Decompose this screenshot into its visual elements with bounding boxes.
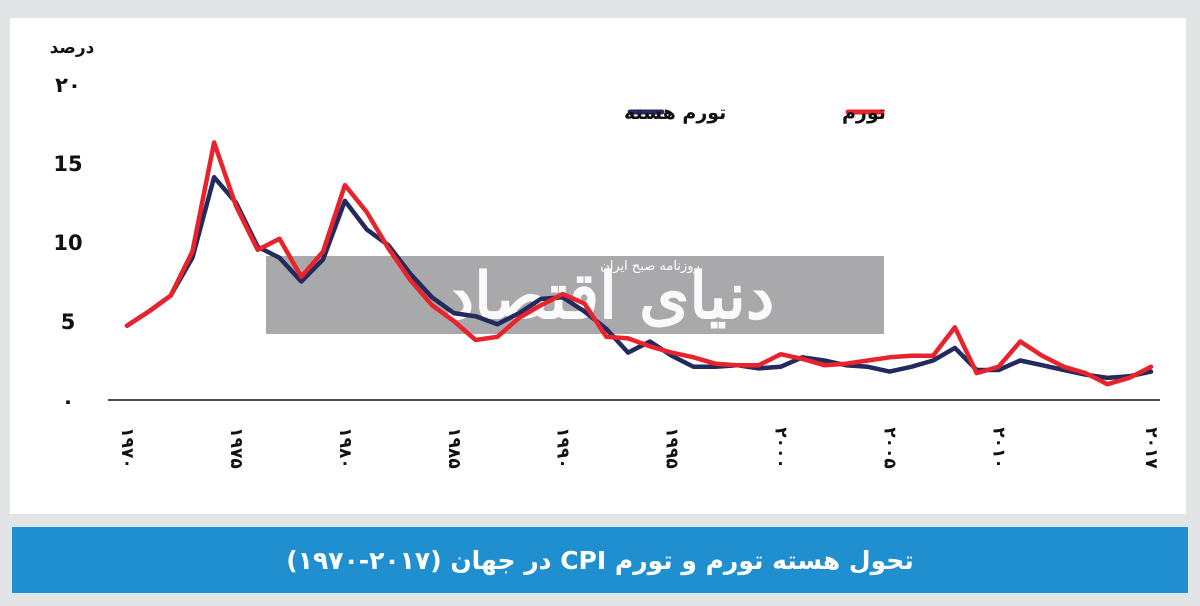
x-tick-label: ۲۰۰۰ bbox=[771, 427, 791, 469]
chart-card: دنیای اقتصاد روزنامه صبح ایران درصد ۰ 5 10 15… bbox=[10, 18, 1186, 514]
x-tick-label: ۱۹۹۵ bbox=[662, 427, 682, 469]
x-tick-label: ۲۰۱۷ bbox=[1141, 427, 1161, 469]
x-tick-label: ۱۹۸۵ bbox=[444, 427, 464, 469]
y-tick-label: 10 bbox=[53, 231, 82, 255]
x-tick-label: ۱۹۷۵ bbox=[226, 427, 246, 469]
y-axis-unit-label: درصد bbox=[50, 38, 95, 58]
watermark-band bbox=[266, 256, 884, 334]
y-tick-label: ۲۰ bbox=[55, 73, 81, 97]
y-tick-label: ۰ bbox=[62, 389, 75, 413]
watermark-tagline: روزنامه صبح ایران bbox=[600, 259, 700, 274]
legend-label: تورم bbox=[842, 102, 886, 124]
x-tick-label: ۱۹۷۰ bbox=[117, 427, 137, 469]
chart-caption: تحول هسته تورم و تورم CPI در جهان (۲۰۱۷-… bbox=[286, 545, 914, 575]
caption-bar: تحول هسته تورم و تورم CPI در جهان (۲۰۱۷-… bbox=[12, 527, 1188, 593]
x-tick-label: ۲۰۱۰ bbox=[988, 427, 1008, 469]
y-tick-label: 5 bbox=[61, 310, 76, 334]
x-tick-label: ۱۹۹۰ bbox=[553, 427, 573, 469]
series-line-inflation bbox=[124, 140, 1154, 387]
legend-label: تورم هسته bbox=[624, 102, 726, 124]
axes: درصد ۰ 5 10 15 ۲۰ ۱۹۷۰ ۱۹۷۵ ۱۹۸۰ ۱۹۸۵ ۱۹۹۰ ۱۹۹۵ ۲۰۰۰… bbox=[50, 38, 1161, 469]
x-tick-label: ۲۰۰۵ bbox=[880, 427, 900, 469]
series-group bbox=[124, 140, 1154, 387]
legend: تورم تورم هسته bbox=[624, 102, 886, 124]
x-tick-label: ۱۹۸۰ bbox=[335, 427, 355, 469]
y-tick-label: 15 bbox=[53, 152, 82, 176]
